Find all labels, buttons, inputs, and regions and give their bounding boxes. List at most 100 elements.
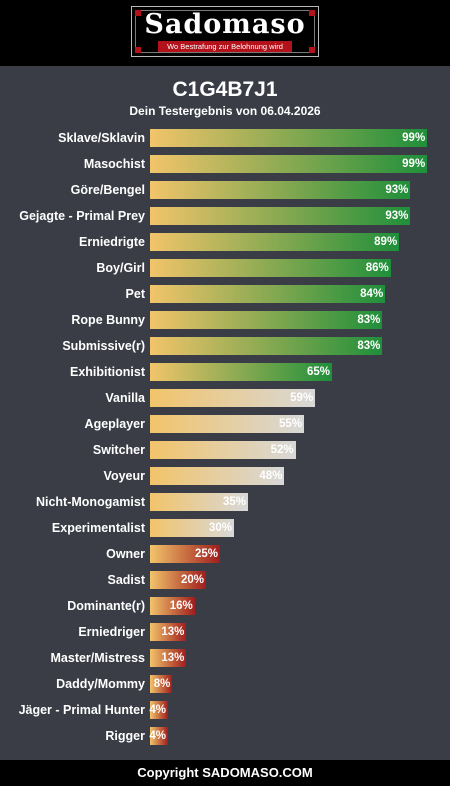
copyright-text: Copyright SADOMASO.COM — [137, 765, 313, 780]
value-label: 8% — [153, 678, 171, 690]
value-label: 25% — [194, 548, 218, 560]
result-bar: 20% — [150, 571, 206, 589]
result-row: Erniedriger 13% — [0, 623, 450, 641]
header-bar: Sadomaso Wo Bestrafung zur Belohnung wir… — [0, 0, 450, 66]
result-bar: 65% — [150, 363, 332, 381]
value-label: 83% — [357, 314, 381, 326]
result-row: Sadist 20% — [0, 571, 450, 589]
result-row: Nicht-Monogamist 35% — [0, 493, 450, 511]
logo-corner-ornament — [135, 10, 141, 16]
value-label: 89% — [374, 236, 398, 248]
category-label: Master/Mistress — [50, 651, 146, 665]
result-title: C1G4B7J1 — [172, 78, 278, 101]
category-label: Jäger - Primal Hunter — [18, 703, 145, 717]
category-label: Submissive(r) — [62, 339, 145, 353]
logo-corner-ornament — [135, 47, 141, 53]
result-bar: 89% — [150, 233, 400, 251]
result-subtitle: Dein Testergebnis von 06.04.2026 — [129, 104, 321, 118]
value-label: 86% — [365, 262, 389, 274]
logo-tagline: Wo Bestrafung zur Belohnung wird — [158, 41, 292, 52]
result-row: Pet 84% — [0, 285, 450, 303]
value-label: 52% — [270, 444, 294, 456]
result-row: Dominante(r) 16% — [0, 597, 450, 615]
result-row: Vanilla 59% — [0, 389, 450, 407]
value-label: 13% — [161, 652, 185, 664]
result-bar: 84% — [150, 285, 386, 303]
result-bar: 55% — [150, 415, 304, 433]
value-label: 93% — [385, 210, 409, 222]
logo-corner-ornament — [309, 10, 315, 16]
result-row: Masochist 99% — [0, 155, 450, 173]
result-row: Göre/Bengel 93% — [0, 181, 450, 199]
category-label: Rope Bunny — [71, 313, 145, 327]
result-bar: 16% — [150, 597, 195, 615]
category-label: Owner — [106, 547, 145, 561]
category-label: Gejagte - Primal Prey — [19, 209, 145, 223]
result-row: Voyeur 48% — [0, 467, 450, 485]
result-row: Owner 25% — [0, 545, 450, 563]
value-label: 93% — [385, 184, 409, 196]
category-label: Sklave/Sklavin — [58, 131, 145, 145]
result-row: Erniedrigte 89% — [0, 233, 450, 251]
category-label: Sadist — [107, 573, 145, 587]
result-row: Boy/Girl 86% — [0, 259, 450, 277]
value-label: 65% — [306, 366, 330, 378]
category-label: Exhibitionist — [70, 365, 145, 379]
result-bar: 30% — [150, 519, 234, 537]
result-row: Exhibitionist 65% — [0, 363, 450, 381]
result-bar: 93% — [150, 181, 411, 199]
logo-frame — [135, 10, 315, 53]
result-bar: 48% — [150, 467, 285, 485]
category-label: Erniedriger — [78, 625, 145, 639]
category-label: Rigger — [105, 729, 145, 743]
value-label: 30% — [208, 522, 232, 534]
value-label: 84% — [360, 288, 384, 300]
result-row: Switcher 52% — [0, 441, 450, 459]
result-row: Daddy/Mommy 8% — [0, 675, 450, 693]
category-label: Ageplayer — [84, 417, 145, 431]
result-bar: 86% — [150, 259, 391, 277]
result-bar: 13% — [150, 623, 187, 641]
category-label: Voyeur — [103, 469, 145, 483]
value-label: 99% — [402, 132, 426, 144]
category-label: Daddy/Mommy — [56, 677, 145, 691]
logo-wordmark: Sadomaso — [144, 9, 306, 40]
value-label: 4% — [149, 730, 166, 742]
category-label: Pet — [125, 287, 145, 301]
category-label: Vanilla — [105, 391, 145, 405]
result-row: Rigger 4% — [0, 727, 450, 745]
logo-corner-ornament — [309, 47, 315, 53]
value-label: 83% — [357, 340, 381, 352]
result-bar: 13% — [150, 649, 187, 667]
category-label: Switcher — [92, 443, 145, 457]
site-logo[interactable]: Sadomaso Wo Bestrafung zur Belohnung wir… — [131, 6, 319, 57]
result-row: Jäger - Primal Hunter 4% — [0, 701, 450, 719]
value-label: 59% — [290, 392, 314, 404]
category-label: Experimentalist — [51, 521, 145, 535]
category-label: Dominante(r) — [67, 599, 145, 613]
result-row: Master/Mistress 13% — [0, 649, 450, 667]
category-label: Boy/Girl — [96, 261, 145, 275]
result-bar: 99% — [150, 155, 428, 173]
result-bar: 35% — [150, 493, 248, 511]
result-bar: 8% — [150, 675, 173, 693]
result-row: Sklave/Sklavin 99% — [0, 129, 450, 147]
value-label: 48% — [259, 470, 283, 482]
result-bar: 4% — [149, 701, 168, 719]
category-label: Masochist — [83, 157, 145, 171]
value-label: 99% — [402, 158, 426, 170]
result-bar: 99% — [150, 129, 428, 147]
result-row: Ageplayer 55% — [0, 415, 450, 433]
result-bar: 93% — [150, 207, 411, 225]
footer-bar: Copyright SADOMASO.COM — [0, 760, 450, 786]
result-bar: 83% — [150, 311, 383, 329]
value-label: 55% — [278, 418, 302, 430]
result-row: Gejagte - Primal Prey 93% — [0, 207, 450, 225]
value-label: 16% — [169, 600, 193, 612]
result-bar: 4% — [149, 727, 168, 745]
result-row: Rope Bunny 83% — [0, 311, 450, 329]
result-row: Submissive(r) 83% — [0, 337, 450, 355]
result-bar: 25% — [150, 545, 220, 563]
value-label: 13% — [161, 626, 185, 638]
category-label: Göre/Bengel — [70, 183, 145, 197]
